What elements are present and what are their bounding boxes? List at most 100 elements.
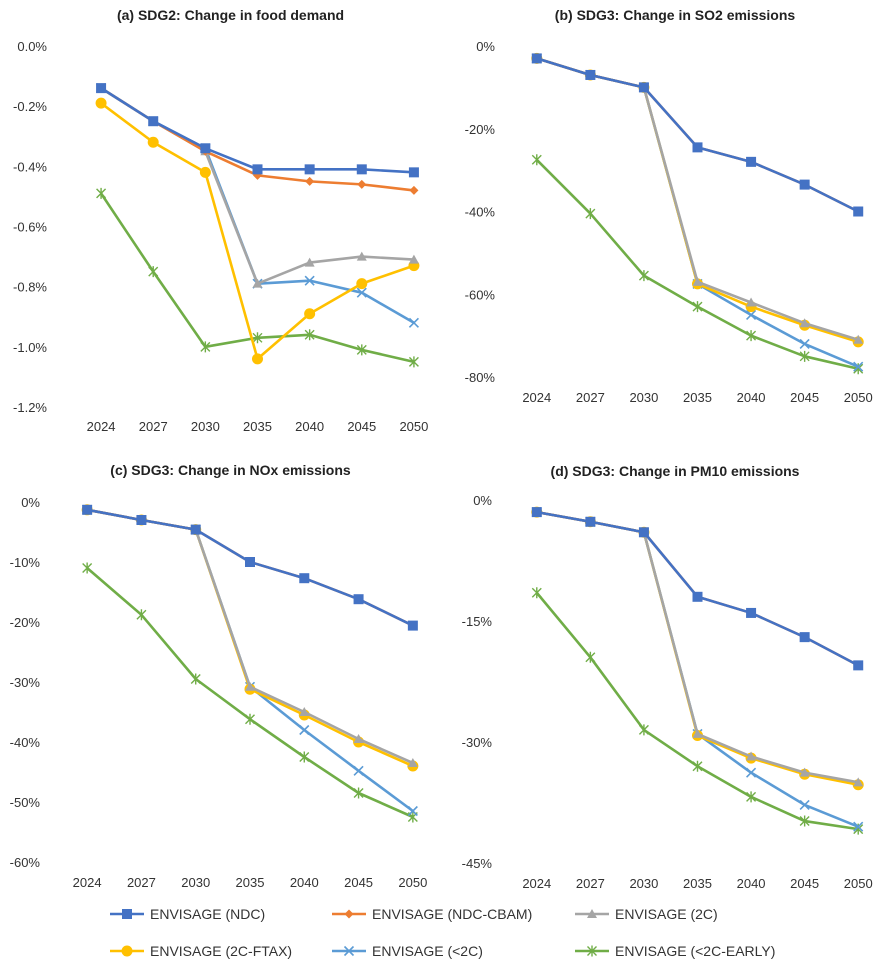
series-line-c2 [536, 57, 859, 342]
chart-svg: (d) SDG3: Change in PM10 emissions 0% -15%… [462, 463, 873, 891]
legend-label: ENVISAGE (<2C) [372, 943, 483, 959]
data-point-ndc [299, 573, 310, 584]
y-tick-label: -60% [465, 287, 496, 302]
x-tick-label: 2050 [398, 875, 427, 890]
series-line-cbam [86, 508, 414, 627]
series-line-ftax [86, 508, 414, 768]
series-line-ndc [536, 510, 859, 667]
x-tick-label: 2045 [344, 875, 373, 890]
legend-marker [343, 945, 355, 957]
chart-panel-so2-emissions: (b) SDG3: Change in SO2 emissions 0% -20% -… [445, 0, 889, 457]
data-point-early [799, 815, 810, 827]
series-cbam [82, 505, 418, 631]
data-point-c2 [692, 276, 703, 286]
x-tick-label: 2030 [629, 390, 658, 405]
series-ftax [531, 506, 864, 791]
x-tick-label: 2035 [683, 876, 712, 891]
data-point-early [746, 330, 757, 342]
chart-title: (c) SDG3: Change in NOx emissions [110, 462, 351, 478]
y-tick-label: -50% [10, 795, 41, 810]
series-cbam [532, 53, 863, 216]
data-point-c2 [853, 777, 864, 787]
series-line-cbam [536, 510, 859, 667]
y-tick-label: -20% [10, 615, 41, 630]
series-c2 [82, 504, 418, 767]
data-point-c2 [407, 758, 418, 767]
x-tick-label: 2024 [522, 876, 551, 891]
y-tick-label: 0.0% [17, 39, 47, 54]
legend-marker [122, 909, 132, 919]
data-point-ndc [638, 527, 649, 538]
data-point-cbam [409, 185, 419, 195]
series-early [531, 154, 864, 375]
data-point-early [638, 270, 649, 282]
data-point-ndc [200, 143, 211, 154]
data-point-early [585, 208, 596, 220]
x-tick-label: 2035 [236, 875, 265, 890]
x-tick-label: 2027 [127, 875, 156, 890]
data-point-cbam [357, 179, 367, 189]
data-point-ndc [353, 594, 364, 605]
data-point-early [531, 154, 542, 166]
x-tick-label: 2030 [181, 875, 210, 890]
legend-item: ENVISAGE (NDC) [108, 906, 265, 922]
x-tick-label: 2024 [522, 390, 551, 405]
series-line-ndc [100, 87, 415, 174]
data-point-c2 [252, 278, 263, 288]
data-point-ndc [82, 504, 93, 515]
x-tick-label: 2045 [347, 419, 376, 434]
x-tick-label: 2027 [139, 419, 168, 434]
data-point-c2 [746, 751, 757, 761]
data-point-lt2 [304, 275, 315, 286]
y-tick-label: -40% [465, 205, 496, 220]
data-point-c2 [853, 334, 864, 344]
series-line-lt2 [536, 57, 859, 368]
series-lt2 [531, 507, 864, 832]
data-point-lt2 [853, 361, 864, 372]
data-point-lt2 [799, 338, 810, 349]
legend-item: ENVISAGE (2C) [573, 906, 718, 922]
y-tick-label: -40% [10, 735, 41, 750]
data-point-early [200, 341, 211, 353]
legend-swatch-2c-ftax [110, 945, 144, 957]
x-tick-label: 2035 [243, 419, 272, 434]
x-tick-label: 2050 [844, 876, 873, 891]
series-lt2 [82, 504, 418, 817]
x-tick-label: 2027 [576, 390, 605, 405]
legend-marker [121, 945, 133, 957]
series-line-lt2 [86, 508, 414, 813]
data-point-lt2 [853, 821, 864, 832]
chart-legend: ENVISAGE (NDC) ENVISAGE (NDC-CBAM) ENVIS… [0, 895, 889, 966]
data-point-ndc [799, 632, 810, 643]
data-point-c2 [799, 767, 810, 777]
legend-label: ENVISAGE (<2C-EARLY) [615, 943, 776, 959]
data-point-early [692, 760, 703, 772]
data-point-lt2 [353, 765, 364, 776]
series-c2 [531, 53, 864, 344]
data-point-ftax [147, 136, 159, 148]
chart-title: (b) SDG3: Change in SO2 emissions [555, 7, 796, 23]
chart-svg: (c) SDG3: Change in NOx emissions 0% -10% -… [10, 462, 428, 890]
legend-marker [587, 945, 597, 957]
series-lt2 [96, 83, 419, 328]
data-point-ndc [585, 69, 596, 80]
legend-swatch-lt2c-early [575, 945, 609, 957]
data-point-ftax [95, 97, 107, 109]
data-point-early [692, 301, 703, 313]
y-tick-label: 0% [473, 493, 492, 508]
data-point-ndc [692, 142, 703, 153]
chart-title: (a) SDG2: Change in food demand [117, 7, 344, 23]
legend-item: ENVISAGE (2C-FTAX) [108, 943, 292, 959]
series-line-ftax [536, 57, 859, 344]
data-point-ndc [190, 524, 201, 535]
series-line-c2 [536, 510, 859, 784]
data-point-ndc [96, 83, 107, 94]
data-point-c2 [692, 728, 703, 738]
data-point-ndc [692, 591, 703, 602]
data-point-early [353, 787, 364, 799]
y-tick-label: -0.6% [13, 220, 47, 235]
data-point-lt2 [799, 799, 810, 810]
data-point-early [245, 713, 255, 725]
series-line-early [535, 158, 859, 370]
y-tick-label: -45% [462, 856, 493, 871]
